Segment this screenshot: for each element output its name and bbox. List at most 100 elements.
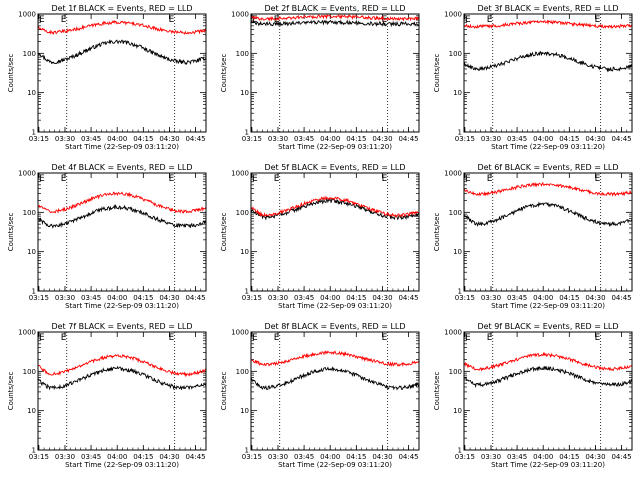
y-tick-label: 1 (245, 288, 249, 296)
event-flag-label: E (169, 15, 175, 25)
x-tick-label: 04:45 (185, 135, 205, 143)
y-tick-label: 1000 (18, 329, 36, 337)
y-tick-label: 1 (245, 447, 249, 455)
x-tick-label: 04:30 (159, 294, 179, 302)
y-axis-label: Counts/sec (433, 213, 441, 252)
panel-det-5: Det 5f BLACK = Events, RED = LLD 1 10 100 10… (220, 163, 420, 310)
x-tick-label: 04:45 (185, 453, 205, 461)
event-flag-label: E (274, 174, 280, 184)
event-flag-label: E (487, 174, 493, 184)
y-tick-label: 1 (458, 288, 462, 296)
event-flag-label: E (252, 333, 258, 343)
x-tick-label: 03:30 (481, 294, 501, 302)
x-tick-label: 04:45 (611, 294, 631, 302)
plot-frame (37, 331, 207, 451)
y-tick-label: 1 (458, 447, 462, 455)
x-tick-label: 04:15 (346, 453, 366, 461)
panel-det-9: Det 9f BLACK = Events, RED = LLD 1 10 100 10… (433, 322, 633, 469)
event-flag-label: E (252, 15, 258, 25)
series-line-events (250, 19, 420, 28)
x-tick-label: 03:45 (507, 294, 527, 302)
x-tick-label: 03:45 (81, 135, 101, 143)
y-tick-label: 10 (453, 248, 462, 256)
x-tick-label: 04:45 (398, 294, 418, 302)
y-tick-label: 100 (23, 50, 36, 58)
y-tick-label: 10 (240, 89, 249, 97)
series-line-lld (37, 19, 207, 36)
x-tick-label: 04:15 (133, 453, 153, 461)
x-tick-label: 03:15 (29, 453, 49, 461)
event-flag-label: E (487, 15, 493, 25)
event-flag-label: E (61, 174, 67, 184)
event-flag-label: E (169, 333, 175, 343)
plot-frame (463, 13, 633, 133)
x-tick-label: 03:45 (294, 453, 314, 461)
x-tick-label: 04:15 (133, 294, 153, 302)
panel-det-1: Det 1f BLACK = Events, RED = LLD 1 10 100 10… (7, 4, 207, 151)
x-tick-label: 04:00 (107, 294, 127, 302)
series-line-events (463, 365, 633, 389)
x-tick-label: 03:45 (81, 294, 101, 302)
x-axis-label: Start Time (22-Sep-09 03:11:20) (278, 143, 392, 151)
x-tick-label: 03:30 (481, 453, 501, 461)
x-tick-label: 03:30 (268, 294, 288, 302)
x-tick-label: 04:15 (133, 135, 153, 143)
y-tick-label: 100 (449, 209, 462, 217)
event-flag-label: E (595, 333, 601, 343)
y-tick-label: 100 (23, 209, 36, 217)
x-axis-label: Start Time (22-Sep-09 03:11:20) (491, 461, 605, 469)
y-tick-label: 1000 (231, 170, 249, 178)
y-axis-label: Counts/sec (7, 54, 15, 93)
x-tick-label: 04:45 (398, 135, 418, 143)
panel-det-8: Det 8f BLACK = Events, RED = LLD 1 10 100 10… (220, 322, 420, 469)
event-flag-label: E (595, 15, 601, 25)
y-tick-label: 1 (32, 288, 36, 296)
series-line-lld (250, 195, 420, 218)
panel-title: Det 7f BLACK = Events, RED = LLD (51, 322, 192, 331)
x-tick-label: 04:00 (533, 135, 553, 143)
y-tick-label: 1 (32, 129, 36, 137)
series-line-events (463, 50, 633, 73)
series-line-events (37, 365, 207, 391)
event-flag-label: E (382, 174, 388, 184)
y-tick-label: 100 (236, 209, 249, 217)
y-axis-label: Counts/sec (433, 372, 441, 411)
x-tick-label: 04:45 (398, 453, 418, 461)
panel-title: Det 5f BLACK = Events, RED = LLD (264, 163, 405, 172)
x-axis-label: Start Time (22-Sep-09 03:11:20) (65, 302, 179, 310)
event-flag-label: E (39, 333, 45, 343)
x-tick-label: 04:45 (611, 135, 631, 143)
y-tick-label: 10 (453, 407, 462, 415)
x-tick-label: 03:15 (29, 135, 49, 143)
y-tick-label: 100 (23, 368, 36, 376)
event-flag-label: E (382, 333, 388, 343)
x-tick-label: 04:00 (107, 453, 127, 461)
event-flag-label: E (465, 15, 471, 25)
y-tick-label: 10 (453, 89, 462, 97)
y-tick-label: 10 (27, 89, 36, 97)
series-line-lld (463, 181, 633, 197)
panel-title: Det 4f BLACK = Events, RED = LLD (51, 163, 192, 172)
x-tick-label: 03:15 (29, 294, 49, 302)
plot-frame (463, 331, 633, 451)
x-axis-label: Start Time (22-Sep-09 03:11:20) (278, 302, 392, 310)
y-tick-label: 10 (27, 248, 36, 256)
x-tick-label: 04:15 (559, 135, 579, 143)
x-tick-label: 04:30 (585, 135, 605, 143)
series-line-lld (250, 350, 420, 368)
series-line-lld (250, 13, 420, 22)
series-line-lld (37, 191, 207, 214)
x-axis-label: Start Time (22-Sep-09 03:11:20) (278, 461, 392, 469)
y-tick-label: 1000 (444, 329, 462, 337)
x-tick-label: 03:45 (294, 135, 314, 143)
x-tick-label: 03:15 (242, 135, 262, 143)
plot-frame (250, 172, 420, 292)
y-tick-label: 1 (458, 129, 462, 137)
x-tick-label: 04:00 (533, 294, 553, 302)
panel-title: Det 8f BLACK = Events, RED = LLD (264, 322, 405, 331)
x-tick-label: 03:15 (455, 453, 475, 461)
y-tick-label: 10 (27, 407, 36, 415)
y-tick-label: 1000 (18, 170, 36, 178)
x-tick-label: 04:30 (372, 135, 392, 143)
y-tick-label: 1000 (231, 329, 249, 337)
